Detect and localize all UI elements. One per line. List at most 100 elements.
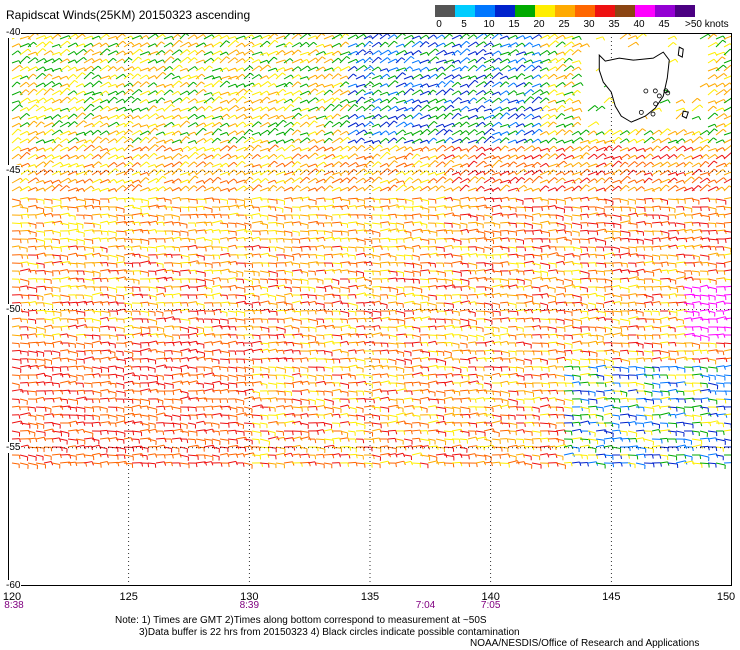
wind-barb-flag xyxy=(165,253,168,258)
wind-barb-flag xyxy=(370,81,374,86)
wind-barb xyxy=(139,246,148,249)
wind-barb xyxy=(251,59,259,64)
legend-swatch xyxy=(575,5,595,17)
wind-barb-flag xyxy=(249,176,254,180)
wind-barb-flag xyxy=(91,58,95,62)
wind-barb-flag xyxy=(538,74,542,79)
wind-barb xyxy=(435,213,445,216)
wind-barb xyxy=(707,58,715,64)
wind-barb-flag xyxy=(73,113,78,117)
wind-barb-flag xyxy=(435,185,439,190)
wind-barb-flag xyxy=(722,82,726,87)
wind-barb-flag xyxy=(529,177,534,181)
wind-barb xyxy=(643,172,651,176)
wind-barb xyxy=(11,115,20,120)
wind-barb xyxy=(683,146,692,152)
wind-barb xyxy=(67,66,76,72)
wind-barb xyxy=(443,196,452,200)
wind-barb xyxy=(379,57,388,64)
wind-barb xyxy=(483,147,492,152)
wind-barb xyxy=(659,198,668,202)
wind-barb-flag xyxy=(211,245,214,250)
wind-barb-flag xyxy=(449,136,454,141)
wind-barb xyxy=(323,162,333,168)
wind-barb xyxy=(427,245,436,248)
wind-barb-flag xyxy=(416,153,421,157)
wind-barb xyxy=(379,198,390,201)
wind-barb xyxy=(99,130,107,136)
wind-barb xyxy=(595,262,606,265)
wind-barb xyxy=(555,57,564,64)
wind-barb xyxy=(275,72,283,80)
wind-barb-flag xyxy=(97,170,102,175)
wind-barb xyxy=(715,123,725,128)
wind-barb-flag xyxy=(482,136,487,140)
wind-barb xyxy=(203,83,212,88)
wind-barb xyxy=(627,222,638,225)
wind-barb xyxy=(571,107,581,112)
wind-barb-flag xyxy=(513,171,518,175)
wind-barb xyxy=(59,121,69,128)
wind-barb xyxy=(299,176,307,184)
wind-barb-flag xyxy=(332,35,336,40)
wind-barb xyxy=(515,92,524,96)
wind-barb xyxy=(115,106,125,112)
wind-barb xyxy=(67,228,78,232)
wind-barb xyxy=(579,161,587,168)
wind-barb xyxy=(115,147,123,152)
wind-barb-flag xyxy=(378,41,382,46)
wind-barb xyxy=(83,214,92,217)
wind-barb-flag xyxy=(249,153,253,157)
wind-barb-flag xyxy=(571,139,575,144)
wind-barb xyxy=(379,83,387,88)
wind-barb xyxy=(315,90,324,96)
wind-barb xyxy=(323,204,334,208)
wind-barb-flag xyxy=(442,105,447,110)
wind-barb xyxy=(131,253,140,256)
wind-barb xyxy=(211,128,219,136)
wind-barb-flag xyxy=(404,107,408,112)
wind-barb xyxy=(691,261,702,264)
wind-barb xyxy=(267,56,275,64)
wind-barb-flag xyxy=(67,58,71,63)
wind-barb xyxy=(91,170,99,176)
wind-barb-flag xyxy=(138,262,141,267)
wind-barb xyxy=(83,48,91,56)
wind-barb xyxy=(515,64,523,72)
wind-barb xyxy=(131,238,142,241)
wind-barb-flag xyxy=(706,184,711,188)
wind-barb-flag xyxy=(57,137,62,141)
wind-barb xyxy=(379,105,389,112)
wind-barb xyxy=(67,97,75,104)
wind-barb-flag xyxy=(132,197,135,202)
wind-barb xyxy=(275,119,284,128)
wind-barb xyxy=(371,66,379,72)
wind-barb xyxy=(619,237,629,240)
wind-barb xyxy=(339,104,348,112)
wind-barb xyxy=(155,186,164,192)
wind-barb xyxy=(11,198,21,202)
wind-barb-flag xyxy=(354,104,359,108)
wind-barb-flag xyxy=(457,112,462,117)
wind-barb xyxy=(675,186,685,192)
legend-tick-label: 25 xyxy=(558,19,570,30)
wind-barb xyxy=(275,186,282,192)
wind-barb xyxy=(11,153,19,160)
wind-barb xyxy=(459,169,467,176)
wind-barb xyxy=(27,230,37,234)
wind-barb xyxy=(443,99,451,104)
wind-barb-flag xyxy=(178,39,183,44)
wind-barb xyxy=(107,114,118,120)
wind-barb xyxy=(243,50,252,56)
wind-barb xyxy=(147,187,157,192)
wind-barb xyxy=(171,178,179,184)
wind-barb-flag xyxy=(714,100,718,105)
wind-barb xyxy=(691,154,701,160)
wind-barb xyxy=(139,153,146,160)
wind-barb xyxy=(683,187,693,192)
wind-barb xyxy=(211,269,221,272)
wind-barb xyxy=(131,171,140,176)
wind-barb-flag xyxy=(466,48,471,52)
wind-barb xyxy=(699,261,708,264)
wind-barb-flag xyxy=(377,161,382,165)
